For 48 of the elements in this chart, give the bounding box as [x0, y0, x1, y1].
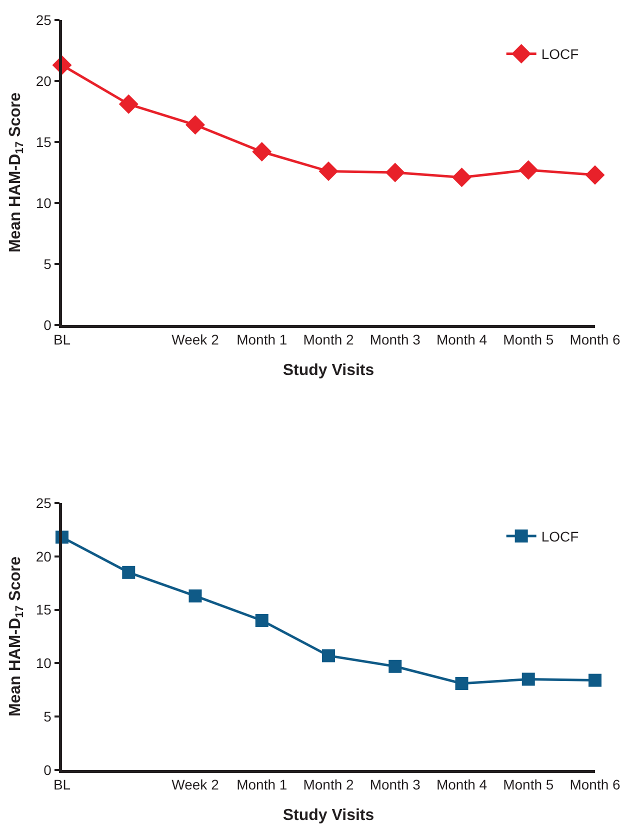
y-tick-label: 25 — [36, 494, 52, 511]
y-tick-label: 0 — [44, 316, 52, 333]
y-tick-label: 15 — [36, 134, 52, 150]
x-tick-label: Month 2 — [303, 332, 354, 348]
point — [318, 162, 338, 182]
point — [518, 160, 538, 180]
x-tick-label: Week 2 — [172, 776, 220, 793]
point — [122, 566, 136, 579]
point — [585, 165, 605, 185]
point — [252, 142, 272, 162]
y-tick-label: 0 — [44, 762, 52, 778]
y-tick-label: 25 — [36, 12, 52, 28]
y-tick-label: 10 — [36, 194, 52, 211]
point — [385, 162, 405, 182]
x-tick-label: Month 6 — [570, 332, 621, 348]
x-tick-label: Month 2 — [303, 776, 354, 793]
y-tick-label: 15 — [36, 602, 52, 618]
x-tick-label: Week 2 — [172, 332, 220, 348]
point — [118, 94, 138, 114]
point — [522, 672, 535, 686]
point — [455, 676, 468, 690]
x-tick-label: Month 6 — [570, 776, 621, 793]
x-tick-label: Month 1 — [236, 332, 288, 348]
point — [188, 589, 202, 602]
point — [588, 674, 602, 687]
point — [452, 168, 472, 188]
point — [186, 115, 205, 135]
y-tick-label: 20 — [36, 72, 52, 89]
y-tick-label: 10 — [36, 655, 52, 672]
point — [388, 660, 402, 673]
x-tick-label: Month 5 — [503, 776, 554, 793]
x-axis-title: Study Visits — [282, 362, 374, 380]
x-tick-label: BL — [53, 332, 71, 348]
x-tick-label: Month 4 — [436, 776, 488, 793]
x-tick-label: BL — [53, 776, 71, 793]
x-axis-title: Study Visits — [282, 807, 374, 824]
y-tick-label: 5 — [44, 708, 52, 724]
x-tick-label: Month 5 — [503, 332, 554, 348]
x-tick-label: Month 1 — [236, 776, 288, 793]
x-tick-label: Month 3 — [370, 332, 421, 348]
x-tick-label: Month 4 — [436, 332, 488, 348]
x-tick-label: Month 3 — [370, 776, 421, 793]
point — [322, 649, 335, 662]
legend-label: LOCF — [541, 46, 579, 62]
y-tick-label: 20 — [36, 548, 52, 564]
legend-label: LOCF — [541, 528, 579, 544]
y-tick-label: 5 — [44, 256, 52, 272]
point — [255, 614, 268, 627]
